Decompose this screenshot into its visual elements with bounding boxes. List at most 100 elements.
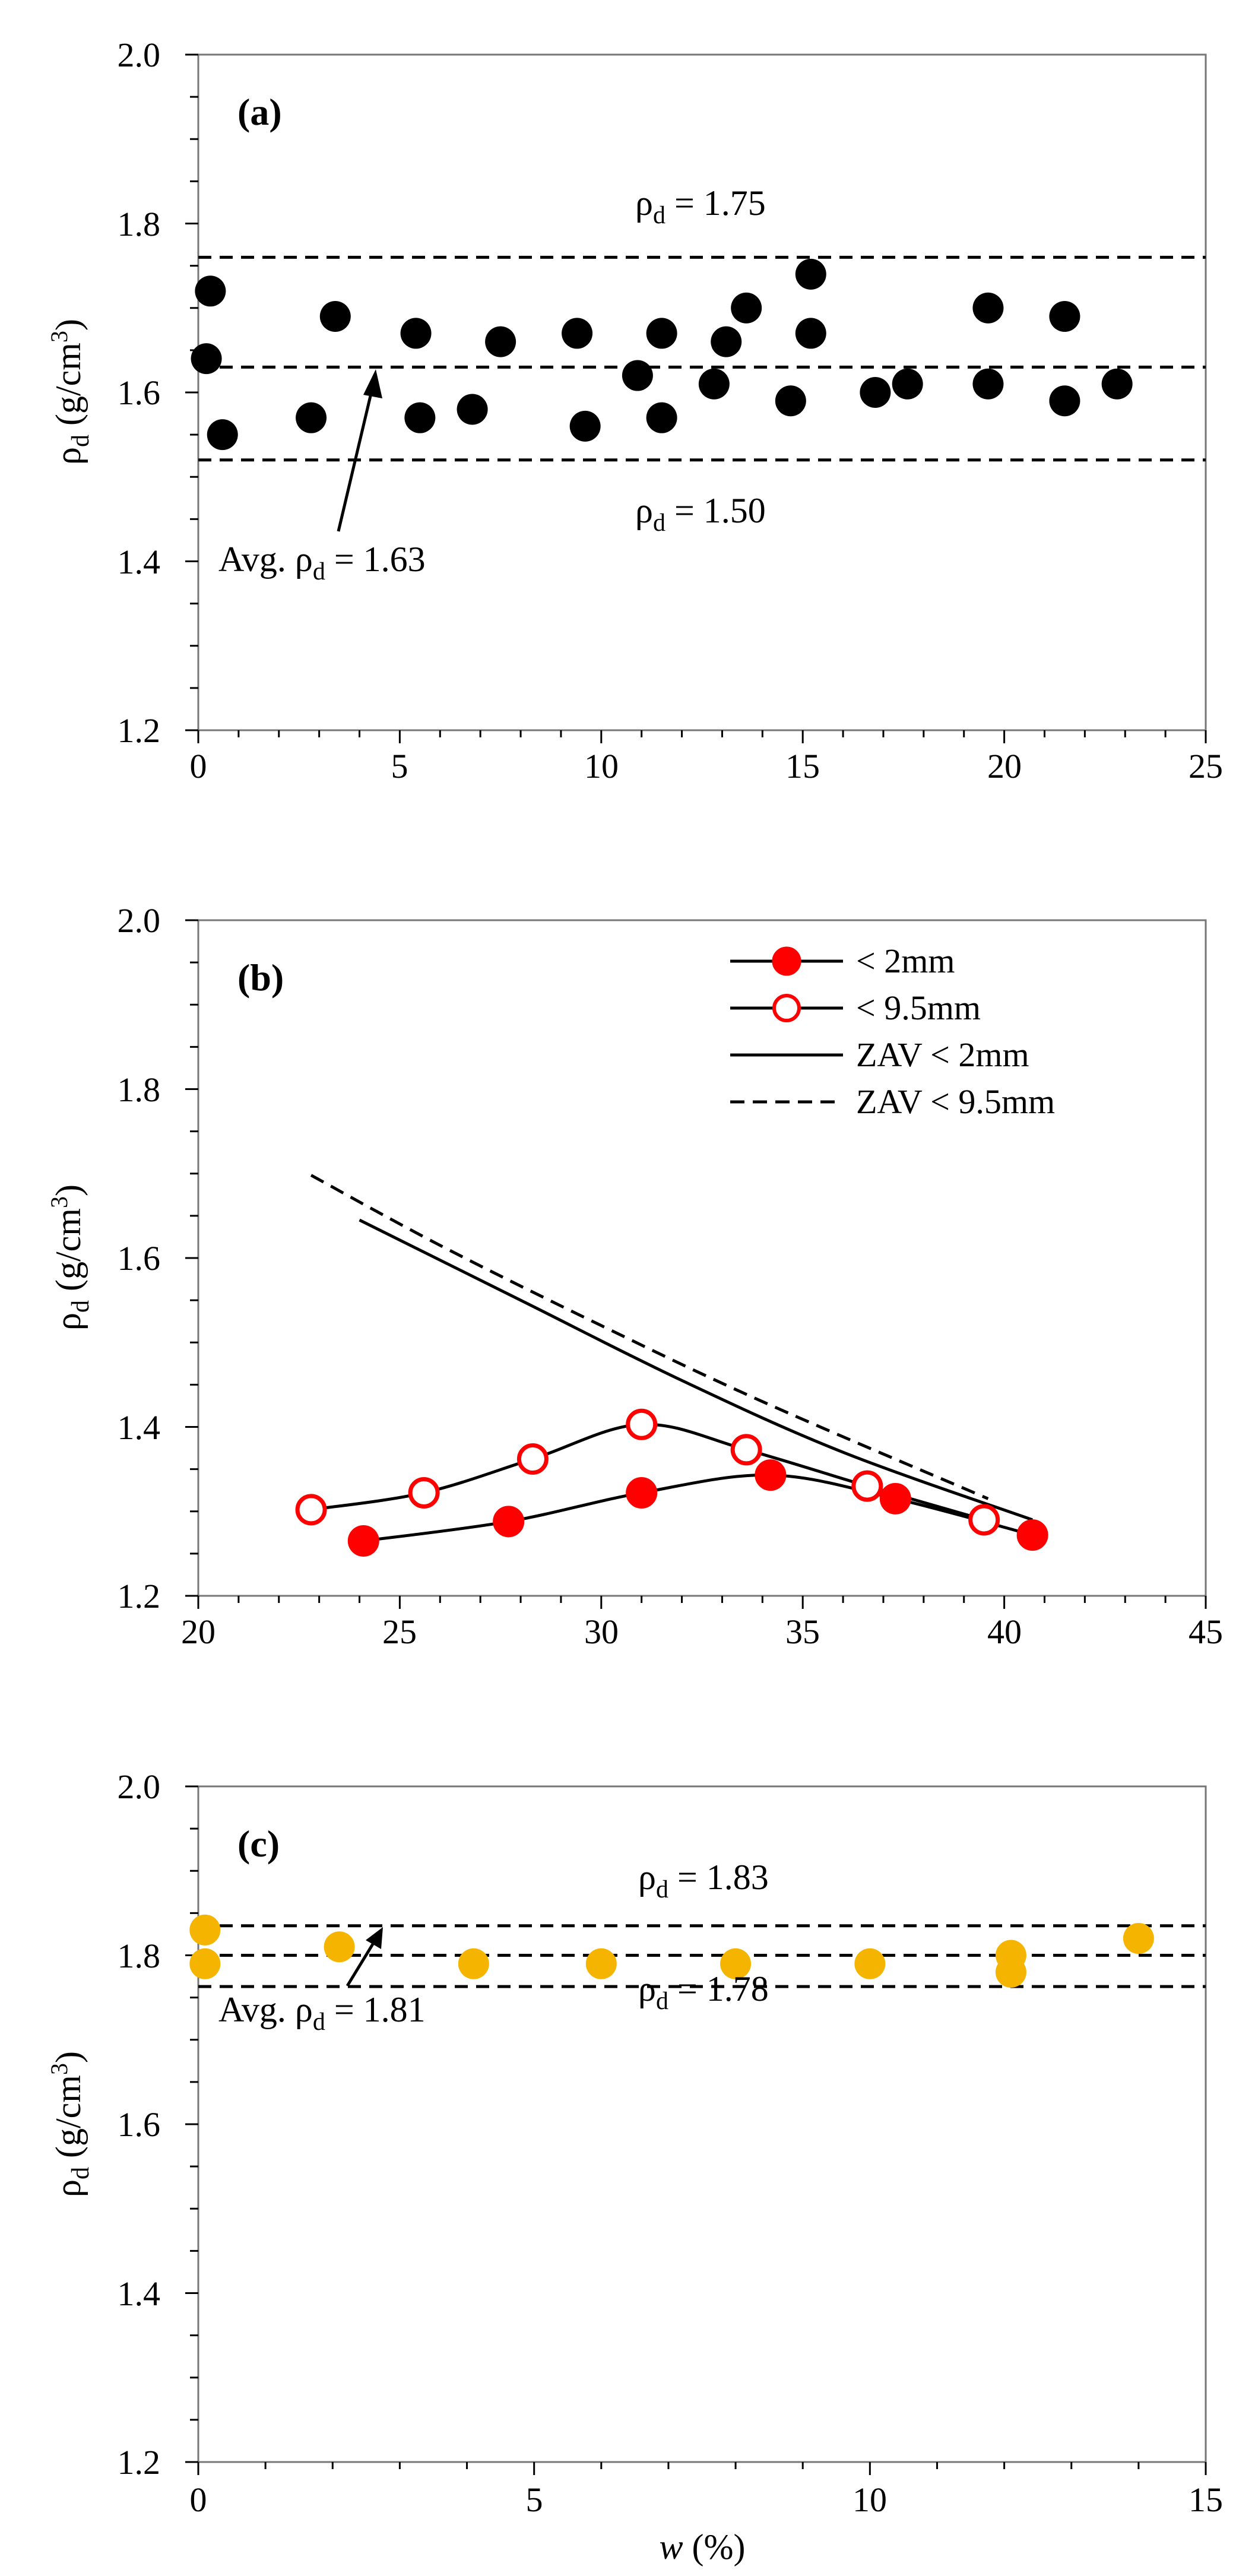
data-point <box>562 318 593 349</box>
data-point <box>730 1434 762 1466</box>
data-point <box>972 292 1004 324</box>
legend-label: ZAV < 2mm <box>856 1035 1029 1074</box>
data-point <box>626 1476 658 1509</box>
y-tick-label: 2.0 <box>118 901 161 940</box>
data-point <box>851 1470 883 1502</box>
data-point <box>569 410 601 442</box>
data-point <box>319 300 351 332</box>
y-tick-label: 1.4 <box>118 1408 161 1447</box>
legend-marker-open <box>772 994 801 1022</box>
x-tick-label: 20 <box>987 747 1022 785</box>
x-tick-label: 15 <box>1189 2480 1223 2519</box>
y-tick-label: 1.4 <box>118 2274 161 2313</box>
y-tick-label: 2.0 <box>118 1767 161 1806</box>
data-point <box>400 318 432 349</box>
data-point <box>1123 1923 1154 1954</box>
series-line <box>363 1474 1033 1543</box>
data-points-c <box>189 1914 1154 1988</box>
data-point <box>485 326 516 357</box>
annotation-average: Avg. ρd = 1.81 <box>218 1990 426 2036</box>
data-point <box>191 343 222 375</box>
series-line <box>310 1174 989 1500</box>
y-axis-title: ρd (g/cm3) <box>46 2051 94 2197</box>
data-point <box>775 385 806 417</box>
y-tick-label: 2.0 <box>118 36 161 74</box>
data-point <box>646 318 677 349</box>
data-point <box>458 1948 489 1979</box>
data-point <box>892 368 923 400</box>
data-point <box>711 326 742 357</box>
annotation-upper: ρd = 1.83 <box>638 1858 769 1903</box>
data-point <box>195 275 226 307</box>
x-axis-title: w (%) <box>660 2527 746 2567</box>
data-point <box>731 292 762 324</box>
data-point <box>1016 1519 1048 1551</box>
y-tick-label: 1.6 <box>118 1239 161 1278</box>
annotation-arrowhead <box>363 369 382 398</box>
data-point <box>207 419 238 451</box>
y-axis-ticks-c <box>185 1785 198 2463</box>
y-tick-label: 1.8 <box>118 1070 161 1109</box>
y-axis-ticks-b <box>185 919 198 1597</box>
data-point <box>408 1476 440 1509</box>
y-tick-label: 1.8 <box>118 1937 161 1975</box>
y-tick-label: 1.2 <box>118 711 161 750</box>
data-point <box>1049 300 1080 332</box>
data-point <box>879 1482 911 1514</box>
data-point <box>622 360 653 391</box>
x-tick-label: 35 <box>785 1612 820 1651</box>
panel-a: 1.2 1.4 1.6 1.8 2.0 0 5 10 15 20 25 ρd (… <box>46 36 1223 785</box>
data-point <box>860 377 891 408</box>
y-tick-label: 1.2 <box>118 1577 161 1615</box>
data-point <box>347 1525 379 1557</box>
data-point <box>755 1459 787 1491</box>
data-point <box>698 368 730 400</box>
x-axis-ticks-a <box>197 730 1207 743</box>
annotation-lower: ρd = 1.78 <box>638 1969 769 2015</box>
data-point <box>646 402 677 433</box>
x-tick-label: 0 <box>190 2480 207 2519</box>
x-axis-ticks-c <box>197 2462 1207 2475</box>
x-tick-label: 5 <box>526 2480 543 2519</box>
x-tick-label: 5 <box>391 747 408 785</box>
data-point <box>968 1504 1000 1536</box>
data-points-b <box>295 1408 1048 1557</box>
x-tick-label: 25 <box>1189 747 1223 785</box>
data-point <box>189 1914 221 1946</box>
x-tick-label: 10 <box>584 747 619 785</box>
legend: < 2mm < 9.5mm ZAV < 2mm ZAV < 9.5mm <box>730 942 1055 1121</box>
y-tick-label: 1.6 <box>118 373 161 412</box>
y-axis-ticks-a <box>185 53 198 731</box>
x-tick-label: 15 <box>785 747 820 785</box>
x-tick-label: 40 <box>987 1612 1022 1651</box>
reference-lines-c <box>198 1924 1206 1988</box>
y-axis-title: ρd (g/cm3) <box>46 319 94 465</box>
x-tick-label: 10 <box>852 2480 887 2519</box>
x-tick-label: 25 <box>382 1612 417 1651</box>
data-point <box>972 368 1004 400</box>
data-points-a <box>191 258 1133 451</box>
x-tick-label: 45 <box>1189 1612 1223 1651</box>
data-point <box>1049 385 1080 417</box>
data-point <box>854 1948 886 1979</box>
x-tick-label: 20 <box>181 1612 215 1651</box>
x-tick-label: 0 <box>190 747 207 785</box>
data-point <box>795 318 826 349</box>
x-axis-ticks-b <box>197 1596 1207 1609</box>
annotation-arrowhead <box>366 1927 383 1949</box>
data-point <box>720 1948 752 1979</box>
data-point <box>795 258 826 290</box>
data-point <box>324 1931 355 1963</box>
plot-area-c <box>197 1785 1207 2463</box>
x-tick-label: 30 <box>584 1612 619 1651</box>
data-point <box>295 1494 327 1526</box>
data-point <box>626 1408 658 1440</box>
data-point <box>995 1956 1026 1988</box>
plot-area-b <box>197 919 1207 1597</box>
legend-label: < 2mm <box>856 942 955 980</box>
panel-label: (b) <box>237 956 284 999</box>
panel-b: 1.2 1.4 1.6 1.8 2.0 20 25 30 35 40 45 ρd… <box>46 901 1223 1651</box>
annotation-lower: ρd = 1.50 <box>635 491 766 537</box>
panel-c: 1.2 1.4 1.6 1.8 2.0 0 5 10 15 ρd (g/cm3)… <box>46 1767 1223 2567</box>
panel-label: (a) <box>237 91 282 133</box>
